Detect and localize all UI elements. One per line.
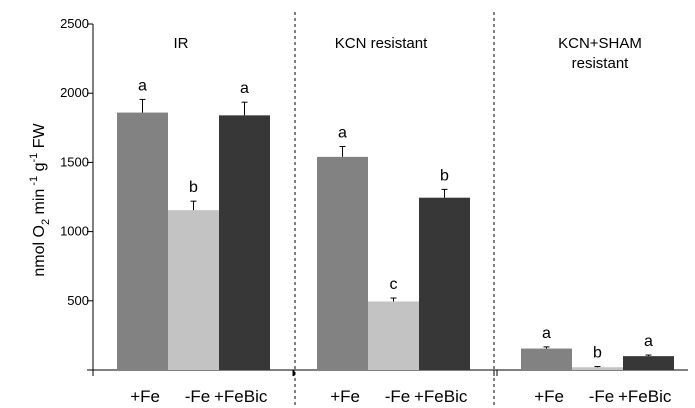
group-title-line: resistant [572, 55, 630, 72]
bar [572, 367, 623, 370]
bar [623, 356, 674, 370]
category-label: +FeBic [214, 387, 268, 406]
group-title-line: KCN+SHAM [558, 35, 642, 52]
group-title-line: KCN resistant [335, 35, 428, 52]
group-title: KCN resistant [335, 35, 428, 52]
significance-letter: a [240, 80, 249, 97]
bar [317, 156, 368, 370]
y-tick-label: 1000 [60, 224, 89, 239]
group-title: IR [174, 35, 189, 52]
bar [168, 210, 219, 370]
bar [219, 115, 270, 371]
y-tick-label: 1500 [60, 154, 89, 169]
significance-letter: a [138, 77, 147, 94]
category-label: -Fe [589, 387, 615, 406]
y-axis-label-mid1: min [31, 189, 48, 219]
category-label: -Fe [385, 387, 411, 406]
bar [368, 301, 419, 370]
y-tick-label: 2000 [60, 85, 89, 100]
group-title: KCN+SHAM resistant [558, 35, 642, 72]
bar [419, 197, 470, 370]
bar [117, 112, 168, 371]
y-axis-label-sub: 2 [40, 219, 52, 225]
y-axis-label: nmol O2 min -1 g-1 FW [28, 122, 52, 276]
labels-layer: IR a +Fe b -Fe a +FeBic KCN resistant a +Fe c -Fe b +… [130, 35, 672, 406]
significance-letter: a [338, 124, 347, 141]
category-label: +Fe [534, 387, 564, 406]
y-axis-label-sup2: -1 [28, 153, 40, 163]
significance-letter: c [390, 276, 398, 293]
significance-letter: a [542, 325, 551, 342]
significance-letter: b [593, 345, 602, 362]
bars-layer [117, 98, 674, 371]
group-separators [294, 12, 495, 408]
group-title-line: IR [174, 35, 189, 52]
category-label: +Fe [330, 387, 360, 406]
y-axis-label-prefix: nmol O [31, 225, 48, 277]
category-label: +FeBic [618, 387, 672, 406]
category-label: -Fe [185, 387, 211, 406]
y-tick-label: 500 [67, 293, 89, 308]
y-axis-label-sup1: -1 [28, 176, 40, 189]
y-axis-label-mid2: g [31, 162, 48, 175]
category-label: +FeBic [414, 387, 468, 406]
y-axis-label-suffix: FW [31, 122, 48, 152]
significance-letter: b [440, 167, 449, 184]
significance-letter: a [644, 333, 653, 350]
bar [521, 348, 572, 370]
y-tick-label: 2500 [60, 16, 89, 31]
significance-letter: b [189, 179, 198, 196]
category-label: +Fe [130, 387, 160, 406]
